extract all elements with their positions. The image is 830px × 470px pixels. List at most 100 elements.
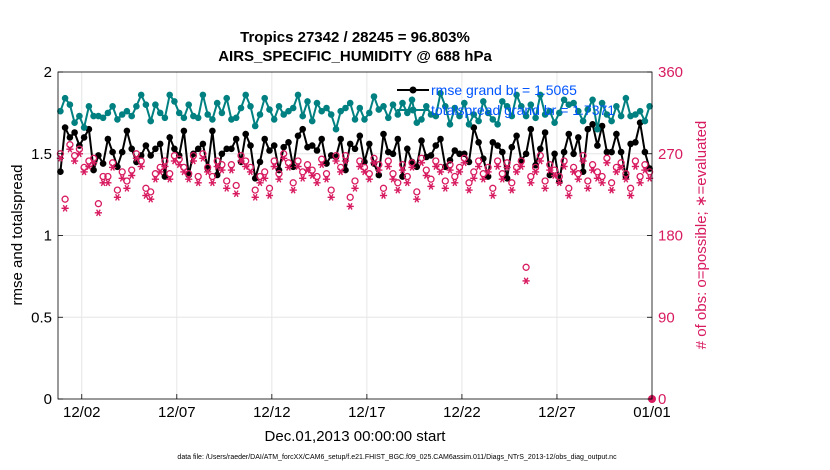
- possible-point: [560, 157, 568, 165]
- evaluated-point: [147, 195, 155, 203]
- totalspread-point: [99, 114, 107, 122]
- evaluated-point: [408, 163, 416, 171]
- totalspread-point: [327, 111, 335, 118]
- evaluated-point-stroke: [200, 154, 206, 162]
- totalspread-point: [204, 111, 211, 118]
- possible-point: [522, 263, 530, 271]
- evaluated-point: [460, 159, 468, 167]
- evaluated-point-stroke: [114, 193, 120, 201]
- possible-point: [588, 161, 597, 169]
- possible-point: [389, 170, 397, 178]
- rmse-point: [551, 150, 558, 158]
- evaluated-point: [489, 192, 497, 199]
- possible-point: [313, 172, 321, 181]
- evaluated-point: [142, 192, 150, 199]
- evaluated-point-stroke: [376, 166, 382, 174]
- evaluated-point: [346, 202, 354, 210]
- rmse-point: [142, 142, 150, 149]
- evaluated-point-stroke: [281, 154, 287, 162]
- evaluated-point: [598, 179, 606, 187]
- y-axis-label: rmse and totalspread: [9, 165, 26, 306]
- evaluated-point: [375, 166, 383, 174]
- totalspread-point: [489, 116, 497, 123]
- evaluated-point: [308, 172, 316, 179]
- evaluated-point: [484, 168, 492, 176]
- evaluated-point: [389, 175, 397, 183]
- evaluated-point-stroke: [95, 209, 101, 217]
- totalspread-point: [304, 98, 311, 105]
- evaluated-point-stroke: [286, 163, 291, 171]
- possible-point: [631, 157, 640, 165]
- evaluated-point: [536, 157, 544, 165]
- x-tick-label: 12/27: [538, 404, 576, 421]
- evaluated-point-stroke: [604, 159, 610, 167]
- evaluated-point-stroke: [480, 175, 486, 183]
- rmse-point: [603, 148, 611, 156]
- totalspread-point: [133, 103, 140, 110]
- evaluated-point-stroke: [243, 163, 249, 170]
- rmse-point: [71, 129, 78, 136]
- evaluated-point: [508, 186, 516, 194]
- x-tick-label: 12/22: [443, 404, 481, 421]
- evaluated-point-stroke: [547, 166, 553, 174]
- evaluated-point: [166, 175, 174, 183]
- evaluated-point-stroke: [623, 175, 629, 183]
- evaluated-point-stroke: [195, 179, 201, 187]
- rmse-point: [289, 163, 297, 171]
- totalspread-point: [532, 114, 539, 122]
- evaluated-point-stroke: [395, 186, 401, 194]
- totalspread-point: [166, 91, 173, 99]
- evaluated-point-stroke: [300, 174, 306, 182]
- evaluated-point-stroke: [171, 157, 177, 165]
- totalspread-point: [632, 111, 639, 118]
- evaluated-point-stroke: [81, 168, 87, 176]
- evaluated-point: [427, 182, 435, 190]
- evaluated-point: [498, 175, 506, 183]
- totalspread-point: [318, 107, 326, 115]
- totalspread-point: [385, 114, 392, 122]
- evaluated-point-stroke: [343, 157, 348, 165]
- rmse-point: [66, 134, 74, 141]
- evaluated-point: [546, 166, 554, 174]
- evaluated-point: [256, 179, 264, 187]
- evaluated-point: [70, 157, 79, 165]
- rmse-point: [366, 140, 373, 148]
- possible-point: [128, 166, 136, 174]
- evaluated-point-stroke: [575, 175, 581, 183]
- rmse-point: [380, 130, 387, 138]
- evaluated-point: [512, 168, 521, 176]
- evaluated-point-stroke: [642, 166, 648, 174]
- totalspread-point: [475, 117, 482, 125]
- possible-point: [118, 168, 126, 176]
- evaluated-point: [465, 186, 473, 194]
- evaluated-point-stroke: [571, 168, 577, 176]
- evaluated-point-stroke: [105, 179, 111, 187]
- possible-point: [432, 157, 440, 165]
- evaluated-point-stroke: [428, 182, 434, 190]
- possible-point: [379, 184, 388, 192]
- evaluated-point-stroke: [590, 166, 596, 174]
- rmse-point: [313, 147, 321, 154]
- totalspread-point: [266, 106, 273, 113]
- totalspread-point: [152, 101, 159, 108]
- possible-point: [356, 157, 364, 165]
- totalspread-point: [537, 91, 544, 99]
- evaluated-point-stroke: [224, 184, 230, 192]
- totalspread-point: [123, 107, 131, 115]
- totalspread-point: [579, 117, 587, 125]
- evaluated-point: [123, 184, 131, 192]
- evaluated-point: [204, 168, 212, 176]
- totalspread-point: [404, 109, 411, 117]
- evaluated-point-stroke: [561, 163, 567, 170]
- totalspread-point: [118, 111, 126, 118]
- evaluated-point: [351, 184, 359, 192]
- evaluated-point-stroke: [143, 192, 149, 199]
- evaluated-point-stroke: [466, 186, 472, 194]
- rmse-point: [598, 122, 606, 130]
- totalspread-point: [299, 112, 307, 120]
- possible-point: [99, 172, 107, 181]
- possible-point: [232, 181, 240, 190]
- evaluated-point-stroke: [76, 150, 82, 158]
- evaluated-point-stroke: [129, 172, 135, 179]
- totalspread-point: [109, 103, 116, 110]
